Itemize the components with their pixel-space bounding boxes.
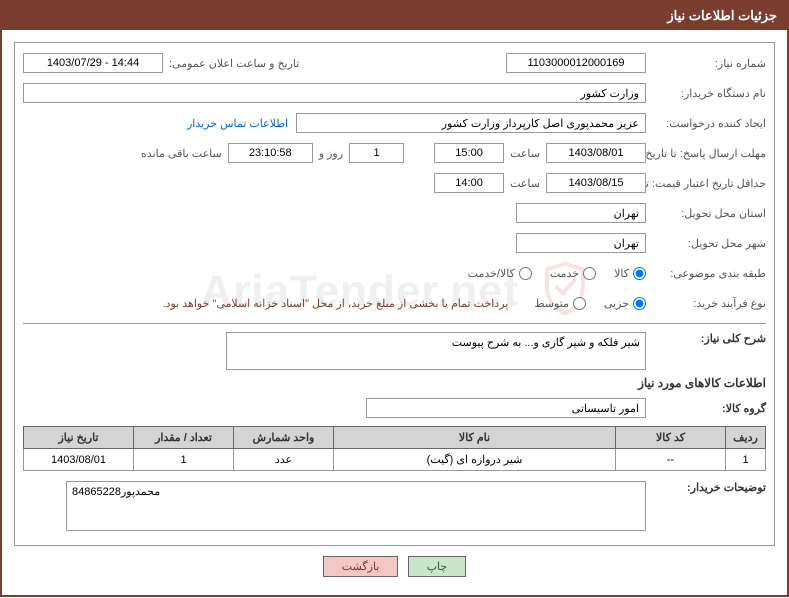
- category-service-label: خدمت: [550, 267, 579, 280]
- category-label: طبقه بندی موضوعی:: [646, 267, 766, 280]
- table-cell: شیر دروازه ای (گیت): [334, 449, 616, 471]
- requester-label: ایجاد کننده درخواست:: [646, 117, 766, 130]
- table-cell: 1403/08/01: [24, 449, 134, 471]
- row-requester: ایجاد کننده درخواست: اطلاعات تماس خریدار: [23, 111, 766, 135]
- purchase-small-option[interactable]: جزیی: [604, 297, 646, 310]
- purchase-small-label: جزیی: [604, 297, 629, 310]
- category-goods-option[interactable]: کالا: [614, 267, 646, 280]
- inner-frame: AriaTender.net شماره نیاز: تاریخ و ساعت …: [14, 42, 775, 546]
- th-unit: واحد شمارش: [234, 427, 334, 449]
- between-days-label: روز و: [313, 147, 349, 160]
- buyer-org-field[interactable]: [23, 83, 646, 103]
- row-purchase-type: نوع فرآیند خرید: جزیی متوسط پرداخت تمام …: [23, 291, 766, 315]
- table-cell: 1: [726, 449, 766, 471]
- delivery-city-field[interactable]: [516, 233, 646, 253]
- print-button[interactable]: چاپ: [408, 556, 467, 577]
- hour-label-1: ساعت: [504, 147, 546, 160]
- row-delivery-province: استان محل تحویل:: [23, 201, 766, 225]
- purchase-medium-radio[interactable]: [573, 297, 586, 310]
- form-content: شماره نیاز: تاریخ و ساعت اعلان عمومی: نا…: [23, 51, 766, 531]
- table-cell: --: [616, 449, 726, 471]
- category-goods-radio[interactable]: [633, 267, 646, 280]
- purchase-small-radio[interactable]: [633, 297, 646, 310]
- purchase-type-label: نوع فرآیند خرید:: [646, 297, 766, 310]
- buyer-org-label: نام دستگاه خریدار:: [646, 87, 766, 100]
- price-validity-time-field[interactable]: [434, 173, 504, 193]
- table-header-row: ردیف کد کالا نام کالا واحد شمارش تعداد /…: [24, 427, 766, 449]
- purchase-medium-option[interactable]: متوسط: [534, 297, 586, 310]
- payment-note: پرداخت تمام یا بخشی از مبلغ خرید، از محل…: [163, 297, 509, 310]
- price-validity-label: حداقل تاریخ اعتبار قیمت: تا تاریخ:: [646, 177, 766, 190]
- delivery-province-label: استان محل تحویل:: [646, 207, 766, 220]
- remaining-label: ساعت باقی مانده: [135, 147, 228, 160]
- table-cell: 1: [134, 449, 234, 471]
- th-product-code: کد کالا: [616, 427, 726, 449]
- table-cell: عدد: [234, 449, 334, 471]
- product-group-label: گروه کالا:: [646, 402, 766, 415]
- delivery-province-field[interactable]: [516, 203, 646, 223]
- category-mixed-label: کالا/خدمت: [468, 267, 515, 280]
- th-row: ردیف: [726, 427, 766, 449]
- row-response-deadline: مهلت ارسال پاسخ: تا تاریخ: ساعت روز و سا…: [23, 141, 766, 165]
- buyer-desc-field[interactable]: [66, 481, 646, 531]
- summary-label: شرح کلی نیاز:: [646, 332, 766, 345]
- summary-field[interactable]: [226, 332, 646, 370]
- requester-field[interactable]: [296, 113, 646, 133]
- items-heading: اطلاعات کالاهای مورد نیاز: [23, 376, 766, 390]
- purchase-medium-label: متوسط: [534, 297, 569, 310]
- hour-label-2: ساعت: [504, 177, 546, 190]
- row-price-validity: حداقل تاریخ اعتبار قیمت: تا تاریخ: ساعت: [23, 171, 766, 195]
- row-category: طبقه بندی موضوعی: کالا خدمت کالا/خدمت: [23, 261, 766, 285]
- response-deadline-label: مهلت ارسال پاسخ: تا تاریخ:: [646, 147, 766, 160]
- row-product-group: گروه کالا:: [23, 396, 766, 420]
- page-title: جزئیات اطلاعات نیاز: [2, 2, 787, 30]
- category-mixed-radio[interactable]: [519, 267, 532, 280]
- response-deadline-date-field[interactable]: [546, 143, 646, 163]
- product-group-field[interactable]: [366, 398, 646, 418]
- content-area: AriaTender.net شماره نیاز: تاریخ و ساعت …: [2, 30, 787, 595]
- separator-1: [23, 323, 766, 324]
- table-row: 1--شیر دروازه ای (گیت)عدد11403/08/01: [24, 449, 766, 471]
- need-number-field[interactable]: [506, 53, 646, 73]
- response-deadline-time-field[interactable]: [434, 143, 504, 163]
- category-service-radio[interactable]: [583, 267, 596, 280]
- button-bar: چاپ بازگشت: [14, 546, 775, 583]
- row-buyer-org: نام دستگاه خریدار:: [23, 81, 766, 105]
- price-validity-date-field[interactable]: [546, 173, 646, 193]
- back-button[interactable]: بازگشت: [323, 556, 399, 577]
- th-need-date: تاریخ نیاز: [24, 427, 134, 449]
- row-delivery-city: شهر محل تحویل:: [23, 231, 766, 255]
- th-quantity: تعداد / مقدار: [134, 427, 234, 449]
- buyer-contact-link[interactable]: اطلاعات تماس خریدار: [187, 117, 296, 130]
- row-buyer-desc: توضیحات خریدار:: [23, 481, 766, 531]
- row-summary: شرح کلی نیاز:: [23, 332, 766, 370]
- category-mixed-option[interactable]: کالا/خدمت: [468, 267, 532, 280]
- delivery-city-label: شهر محل تحویل:: [646, 237, 766, 250]
- need-number-label: شماره نیاز:: [646, 57, 766, 70]
- th-product-name: نام کالا: [334, 427, 616, 449]
- items-table: ردیف کد کالا نام کالا واحد شمارش تعداد /…: [23, 426, 766, 471]
- category-service-option[interactable]: خدمت: [550, 267, 596, 280]
- category-goods-label: کالا: [614, 267, 629, 280]
- announce-date-field[interactable]: [23, 53, 163, 73]
- remaining-days-field[interactable]: [349, 143, 404, 163]
- remaining-time-field[interactable]: [228, 143, 313, 163]
- main-container: جزئیات اطلاعات نیاز AriaTender.net شماره…: [0, 0, 789, 597]
- buyer-desc-label: توضیحات خریدار:: [646, 481, 766, 494]
- announce-date-label: تاریخ و ساعت اعلان عمومی:: [163, 57, 299, 70]
- row-need-number: شماره نیاز: تاریخ و ساعت اعلان عمومی:: [23, 51, 766, 75]
